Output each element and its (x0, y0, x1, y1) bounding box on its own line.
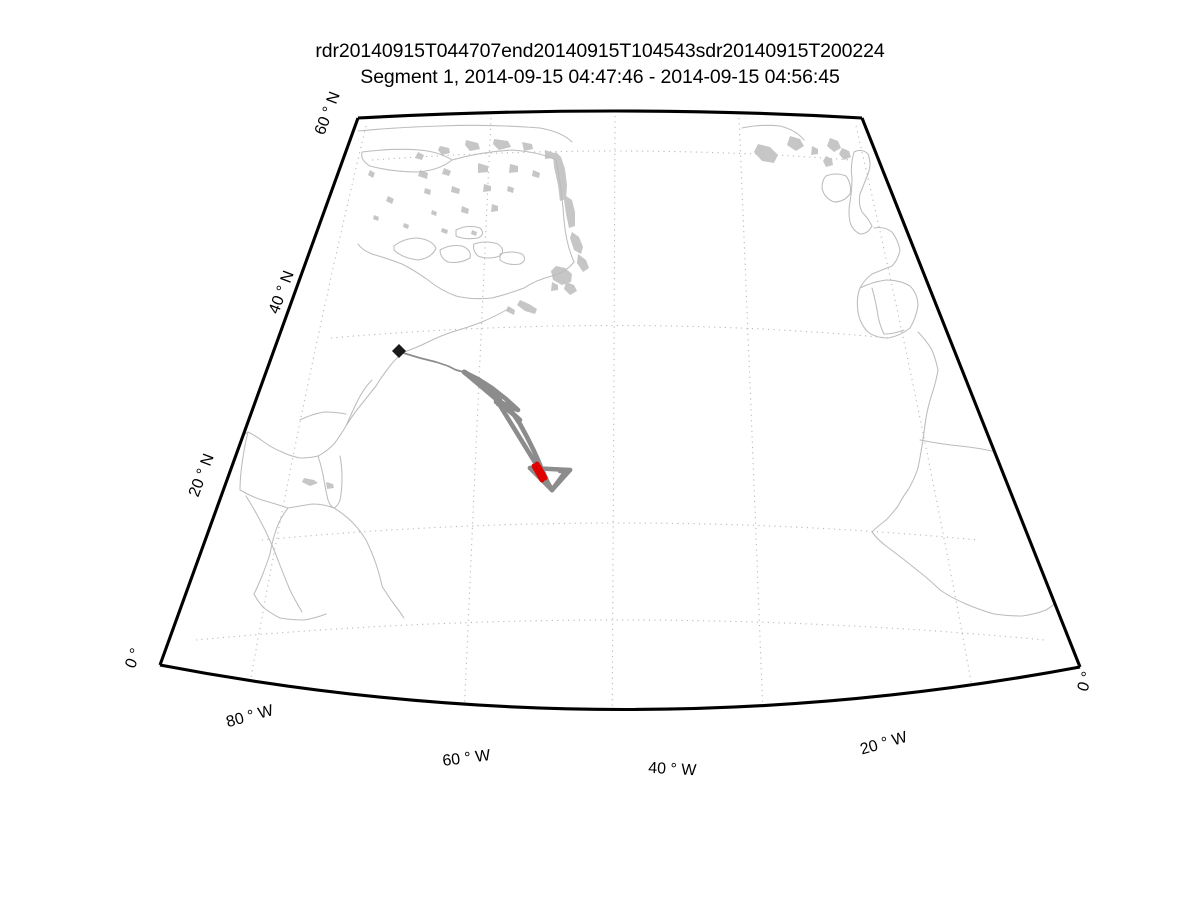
lat-label-20n: 20 ° N (186, 452, 218, 500)
lat-label-60n: 60 ° N (312, 90, 344, 138)
lat-label-0: 0 ° (122, 646, 145, 671)
lon-label-0: 0 ° (1075, 670, 1097, 694)
lon-label-20w: 20 ° W (858, 729, 910, 759)
coastline-north-america (247, 124, 589, 509)
lon-label-80w: 80 ° W (224, 702, 276, 731)
map-boundary (158, 109, 1082, 712)
axis-labels: 60 ° N 40 ° N 20 ° N 0 ° 80 ° W 60 ° W 4… (122, 90, 1097, 780)
map-contents (195, 115, 1073, 710)
coastline-south-america (215, 431, 405, 621)
coastline-europe (811, 138, 919, 339)
lon-label-60w: 60 ° W (442, 747, 493, 770)
coastline-greenland (741, 124, 805, 163)
flight-track (392, 344, 573, 493)
gridlines-meridians (246, 115, 976, 710)
lon-label-40w: 40 ° W (648, 760, 698, 780)
lat-label-40n: 40 ° N (266, 269, 298, 317)
gridlines-parallels (195, 150, 1046, 641)
